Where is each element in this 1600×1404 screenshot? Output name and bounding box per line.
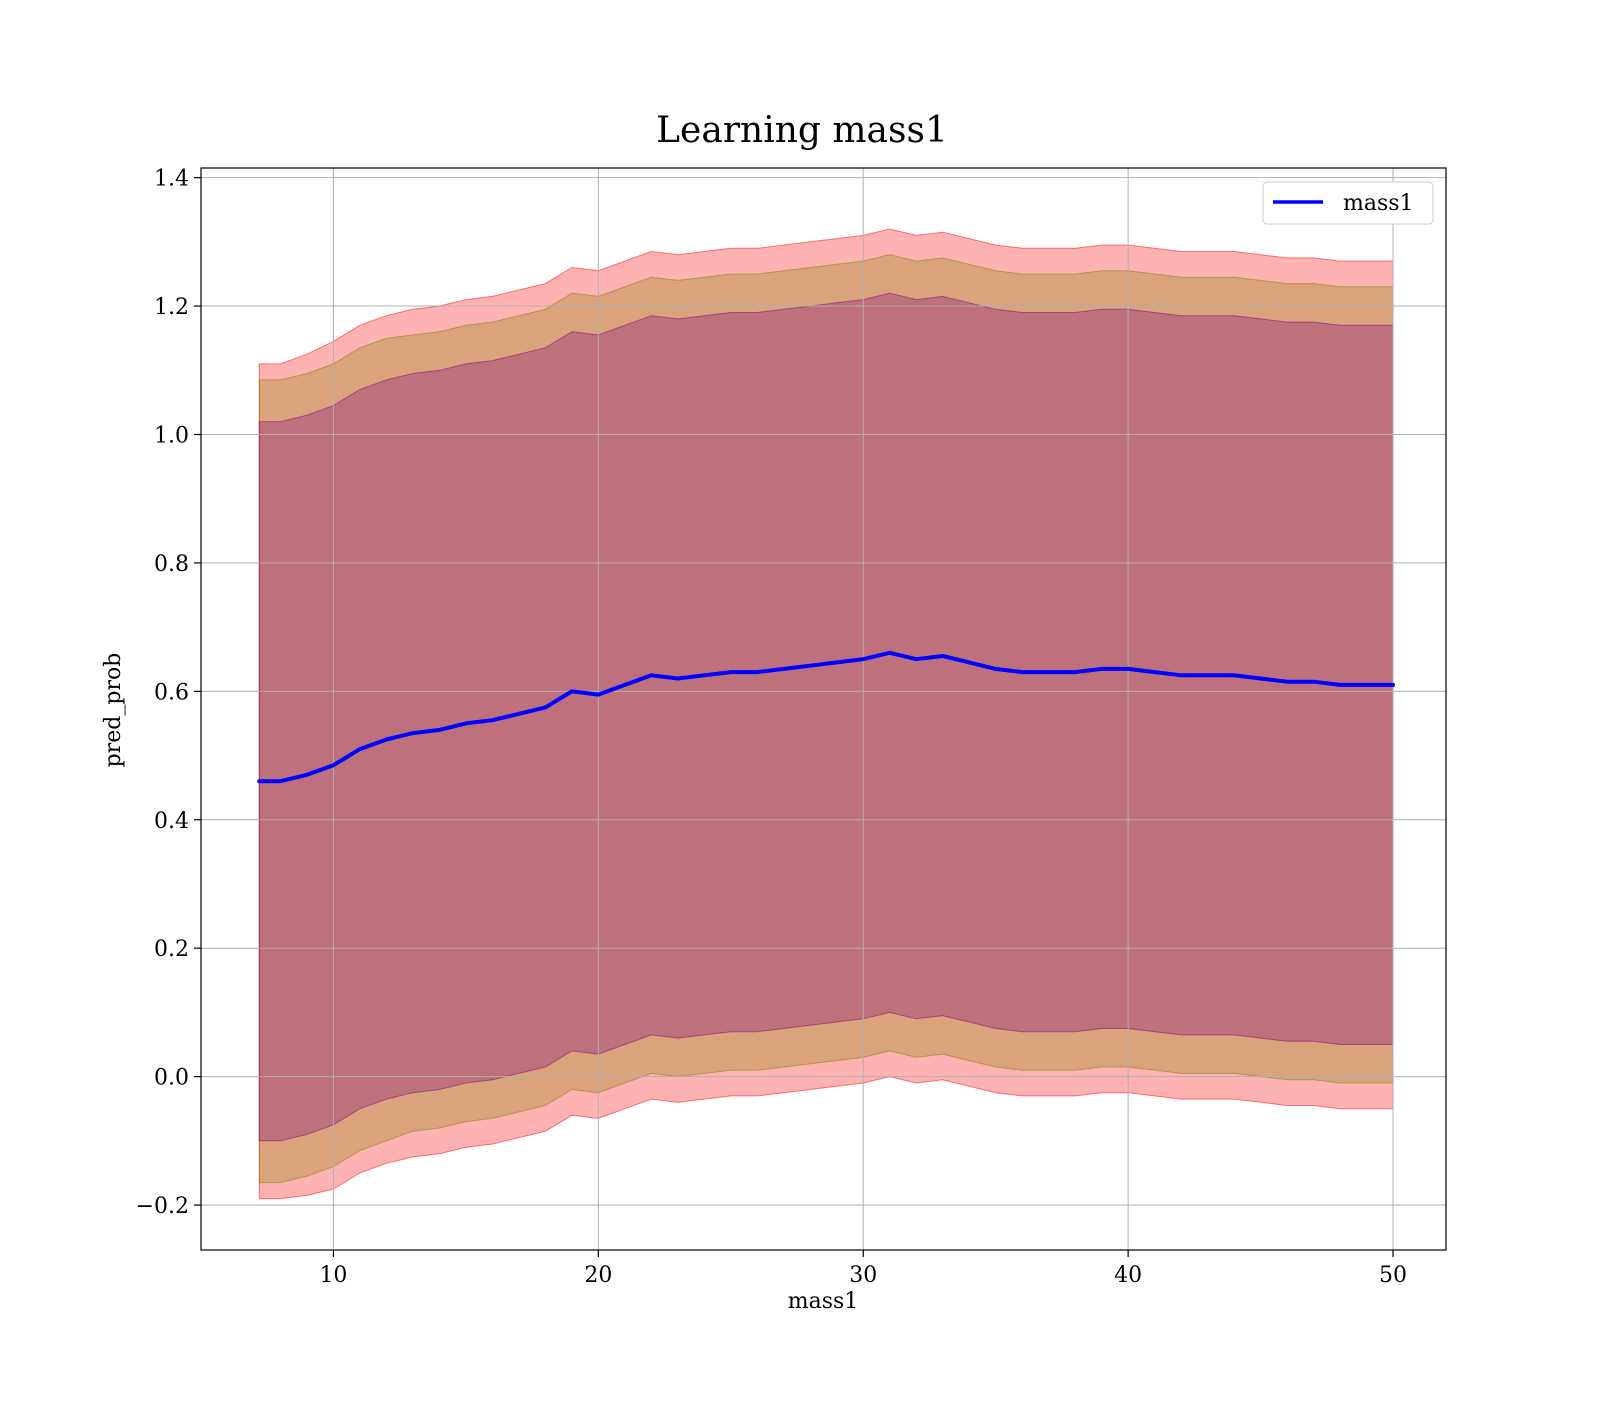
series-lines — [257, 650, 1395, 784]
y-tick-label: 1.2 — [154, 295, 189, 320]
grid-lines — [201, 168, 1446, 1250]
confidence-band-3 — [258, 292, 1394, 1142]
x-tick-label: 20 — [584, 1263, 612, 1288]
legend-box — [1262, 181, 1434, 225]
y-tick-label: 0.6 — [154, 680, 189, 705]
x-tick-label: 10 — [319, 1263, 347, 1288]
x-tick-label: 40 — [1114, 1263, 1142, 1288]
series-line-mass1 — [257, 650, 1395, 784]
y-tick-label: 1.0 — [154, 423, 189, 448]
plot-frame — [200, 167, 1447, 1251]
y-tick-label: 0.2 — [154, 937, 189, 962]
x-tick-label: 30 — [849, 1263, 877, 1288]
x-tick-label: 50 — [1379, 1263, 1407, 1288]
chart-title: Learning mass1 — [656, 110, 948, 151]
y-tick-label: 0.0 — [154, 1066, 189, 1091]
y-tick-label: 1.4 — [154, 167, 189, 192]
y-tick-label: −0.2 — [136, 1194, 189, 1219]
y-ticks: −0.2 0.0 0.2 0.4 0.6 0.8 1.0 1.2 1.4 — [136, 167, 201, 1219]
legend-label-mass1: mass1 — [1343, 191, 1414, 216]
y-tick-label: 0.4 — [154, 809, 189, 834]
y-axis-label: pred_prob — [101, 653, 126, 768]
confidence-bands — [258, 228, 1394, 1200]
legend: mass1 — [1262, 181, 1434, 225]
x-axis-label: mass1 — [788, 1289, 859, 1314]
y-tick-label: 0.8 — [154, 552, 189, 577]
x-ticks: 10 20 30 40 50 — [319, 1250, 1407, 1288]
